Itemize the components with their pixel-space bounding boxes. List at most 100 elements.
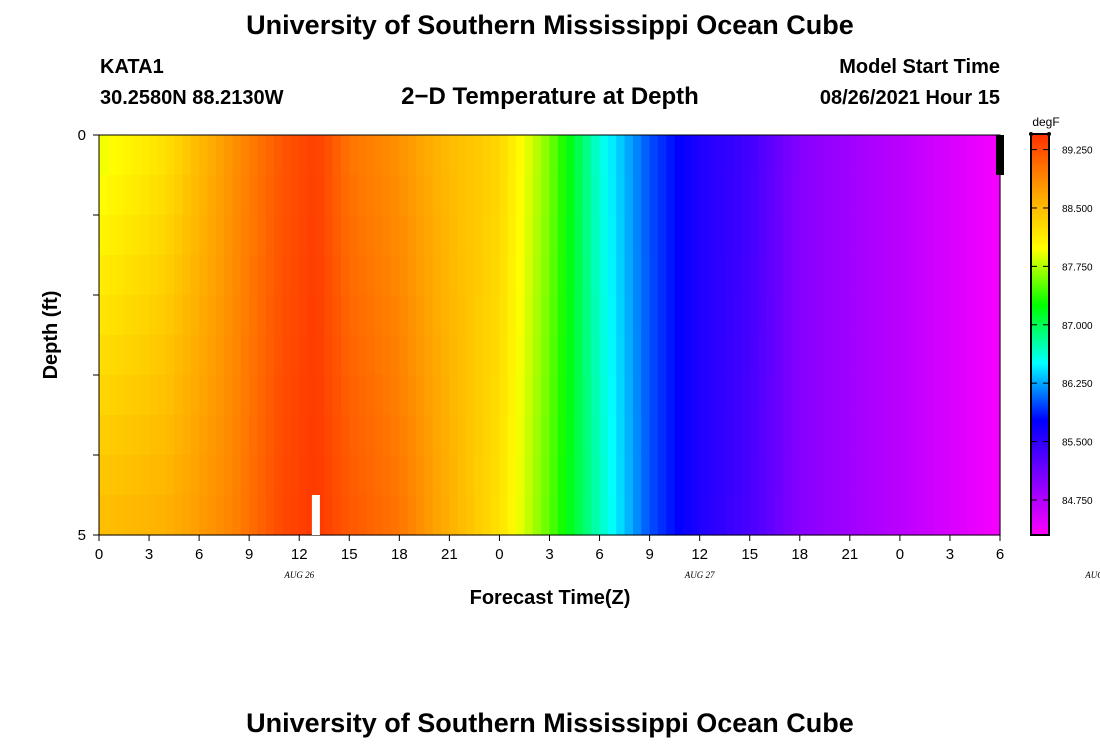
- heatmap-cell: [749, 135, 759, 176]
- heatmap-cell: [833, 375, 843, 416]
- heatmap-cell: [365, 375, 375, 416]
- heatmap-cell: [874, 335, 884, 376]
- heatmap-cell: [916, 375, 926, 416]
- heatmap-cell: [657, 375, 667, 416]
- heatmap-cell: [816, 415, 826, 456]
- heatmap-cell: [733, 295, 742, 336]
- heatmap-cell: [741, 415, 751, 456]
- heatmap-cell: [691, 335, 701, 376]
- heatmap-cell: [165, 295, 175, 336]
- heatmap-cell: [532, 175, 542, 216]
- heatmap-cell: [499, 495, 509, 536]
- heatmap-cell: [641, 375, 651, 416]
- heatmap-cell: [799, 455, 809, 496]
- heatmap-cell: [107, 135, 117, 176]
- page-title-bottom: University of Southern Mississippi Ocean…: [246, 708, 854, 738]
- heatmap-cell: [399, 255, 409, 296]
- heatmap-cell: [382, 495, 392, 536]
- heatmap-cell: [816, 255, 826, 296]
- heatmap-cell: [240, 295, 250, 336]
- heatmap-cell: [949, 335, 959, 376]
- heatmap-cell: [390, 175, 400, 216]
- heatmap-cell: [599, 215, 609, 256]
- heatmap-cell: [766, 455, 776, 496]
- heatmap-cell: [299, 135, 309, 176]
- heatmap-cell: [816, 215, 826, 256]
- heatmap-cell: [924, 375, 934, 416]
- heatmap-cell: [424, 135, 434, 176]
- heatmap-cell: [474, 215, 484, 256]
- heatmap-cell: [841, 495, 851, 536]
- heatmap-cell: [274, 455, 284, 496]
- heatmap-cell: [599, 135, 609, 176]
- heatmap-cell: [607, 415, 617, 456]
- heatmap-cell: [983, 175, 993, 216]
- heatmap-cell: [307, 415, 317, 456]
- heatmap-cell: [657, 455, 667, 496]
- heatmap-cell: [374, 495, 384, 536]
- heatmap-cell: [866, 335, 876, 376]
- heatmap-cell: [407, 215, 417, 256]
- heatmap-cell: [916, 415, 926, 456]
- heatmap-cell: [549, 215, 559, 256]
- heatmap-cell: [499, 455, 509, 496]
- heatmap-cell: [449, 415, 459, 456]
- heatmap-cell: [983, 455, 993, 496]
- heatmap-cell: [891, 415, 901, 456]
- heatmap-cell: [824, 415, 834, 456]
- heatmap-cell: [290, 255, 300, 296]
- heatmap-cell: [174, 375, 184, 416]
- heatmap-cell: [866, 255, 876, 296]
- heatmap-cell: [124, 375, 133, 416]
- heatmap-cell: [991, 375, 1001, 416]
- heatmap-cell: [349, 255, 359, 296]
- heatmap-cell: [591, 495, 601, 536]
- heatmap-cell: [866, 495, 876, 536]
- heatmap-cell: [833, 415, 843, 456]
- heatmap-cell: [140, 255, 150, 296]
- heatmap-cell: [666, 495, 676, 536]
- heatmap-cell: [149, 295, 158, 336]
- heatmap-cell: [824, 255, 834, 296]
- heatmap-cell: [974, 135, 984, 176]
- heatmap-cell: [399, 455, 409, 496]
- heatmap-cell: [457, 415, 467, 456]
- heatmap-cell: [557, 415, 567, 456]
- heatmap-cell: [115, 375, 125, 416]
- heatmap-cell: [783, 495, 793, 536]
- heatmap-cell: [407, 175, 417, 216]
- heatmap-cell: [891, 495, 901, 536]
- heatmap-cell: [124, 175, 133, 216]
- colorbar-tick-label: 87.000: [1062, 321, 1093, 332]
- heatmap-cell: [824, 215, 834, 256]
- heatmap-cell: [949, 255, 959, 296]
- heatmap-cell: [883, 495, 893, 536]
- heatmap-cell: [649, 175, 659, 216]
- heatmap-cell: [574, 335, 584, 376]
- heatmap-cell: [399, 375, 409, 416]
- heatmap-cell: [332, 495, 342, 536]
- heatmap-cell: [249, 495, 259, 536]
- heatmap-cell: [124, 415, 133, 456]
- heatmap-cell: [240, 135, 250, 176]
- heatmap-cell: [165, 255, 175, 296]
- heatmap-cell: [708, 335, 717, 376]
- heatmap-cell: [482, 215, 492, 256]
- heatmap-cell: [207, 215, 217, 256]
- heatmap-cell: [916, 255, 926, 296]
- heatmap-cell: [374, 455, 384, 496]
- heatmap-cell: [207, 455, 217, 496]
- heatmap-cell: [708, 495, 717, 536]
- heatmap-cell: [791, 375, 801, 416]
- heatmap-cell: [115, 295, 125, 336]
- heatmap-cell: [282, 455, 292, 496]
- heatmap-cell: [416, 135, 425, 176]
- heatmap-cell: [199, 175, 209, 216]
- heatmap-cell: [357, 135, 367, 176]
- heatmap-cell: [899, 295, 909, 336]
- heatmap-cell: [99, 455, 108, 496]
- x-tick-label: 6: [996, 546, 1004, 563]
- heatmap-cell: [591, 295, 601, 336]
- heatmap-cell: [457, 255, 467, 296]
- heatmap-cell: [190, 215, 200, 256]
